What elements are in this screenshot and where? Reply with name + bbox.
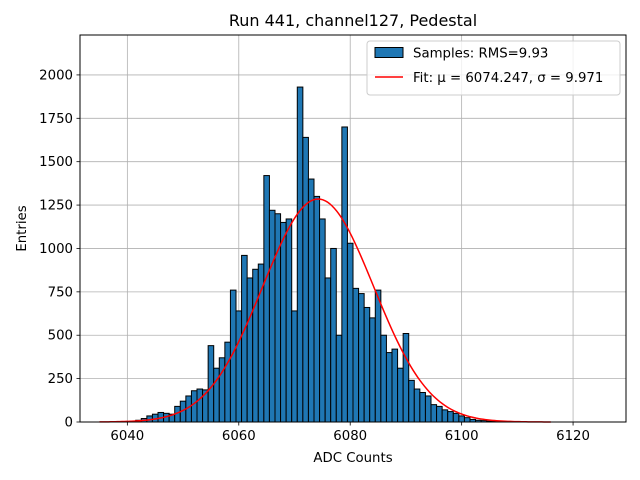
histogram-bar	[436, 405, 443, 423]
histogram-bar	[458, 415, 465, 423]
histogram-bar	[285, 218, 293, 423]
histogram-bar	[441, 409, 449, 423]
legend-swatch-samples	[374, 47, 404, 58]
y-tick-label: 1250	[39, 199, 73, 214]
y-tick-label: 500	[48, 329, 73, 344]
histogram-bar	[291, 310, 298, 423]
histogram-bar	[385, 352, 393, 423]
plot-frame	[79, 34, 627, 423]
histogram-bar	[447, 411, 454, 423]
histogram-bar	[324, 277, 332, 423]
legend-box	[366, 40, 621, 96]
x-tick-label: 6040	[110, 429, 144, 444]
y-tick-label: 1500	[39, 155, 73, 170]
histogram-bar	[424, 395, 432, 423]
chart-title: Run 441, channel127, Pedestal	[229, 11, 477, 30]
histogram-bar	[346, 242, 354, 423]
y-tick-label: 0	[65, 416, 73, 431]
gaussian-fit-line	[99, 198, 551, 423]
histogram-bar	[352, 287, 360, 423]
histogram-bar	[296, 86, 304, 423]
histogram-bar	[246, 277, 254, 423]
x-tick-label: 6080	[333, 429, 367, 444]
y-tick-label: 250	[48, 372, 73, 387]
histogram-bar	[358, 293, 365, 423]
x-tick-label: 6100	[445, 429, 479, 444]
histogram-bar	[302, 136, 309, 423]
histogram-bar	[196, 388, 204, 423]
y-tick-label: 1000	[39, 242, 73, 257]
histogram-bar	[313, 195, 321, 423]
histogram-bar	[369, 317, 376, 423]
histogram-bar	[280, 221, 287, 423]
legend-label-fit: Fit: μ = 6074.247, σ = 9.971	[413, 71, 603, 86]
histogram-bar	[268, 209, 276, 423]
histogram-bar	[374, 289, 382, 423]
histogram-bar	[408, 379, 415, 423]
y-axis-ticks: 0 250 500 750 1000 1250 1500 1750 2000	[39, 68, 80, 431]
histogram-bar	[319, 218, 326, 423]
legend-label-samples: Samples: RMS=9.93	[413, 47, 548, 62]
histogram-bar	[363, 306, 371, 423]
x-tick-label: 6120	[556, 429, 590, 444]
histogram-bar	[330, 247, 337, 423]
histogram-bar	[241, 254, 248, 423]
histogram-bars	[129, 86, 510, 423]
histogram-bar	[263, 175, 270, 423]
x-axis-ticks: 6040 6060 6080 6100 6120	[110, 422, 590, 444]
histogram-bar	[218, 357, 226, 423]
histogram-bar	[380, 334, 387, 423]
y-tick-label: 750	[48, 285, 73, 300]
y-tick-label: 1750	[39, 112, 73, 127]
histogram-bar	[257, 263, 265, 423]
histogram-bar	[402, 332, 410, 423]
histogram-bar	[224, 341, 231, 423]
histogram-bar	[235, 310, 243, 423]
histogram-bar	[463, 417, 471, 423]
x-tick-label: 6060	[222, 429, 256, 444]
histogram-bar	[335, 334, 343, 423]
histogram-bar	[252, 268, 259, 423]
histogram-bar	[419, 391, 426, 423]
x-axis-title: ADC Counts	[313, 451, 392, 466]
y-tick-label: 2000	[39, 68, 73, 83]
y-axis-title: Entries	[15, 205, 30, 251]
legend: Samples: RMS=9.93 Fit: μ = 6074.247, σ =…	[366, 40, 621, 96]
histogram-bar	[413, 388, 421, 423]
histogram-bar	[190, 390, 198, 423]
histogram-bar	[397, 367, 404, 423]
histogram-bar	[430, 404, 438, 423]
histogram-bar	[391, 348, 399, 423]
histogram-bar	[307, 178, 315, 423]
histogram-bar	[452, 412, 460, 423]
histogram-bar	[341, 126, 348, 423]
